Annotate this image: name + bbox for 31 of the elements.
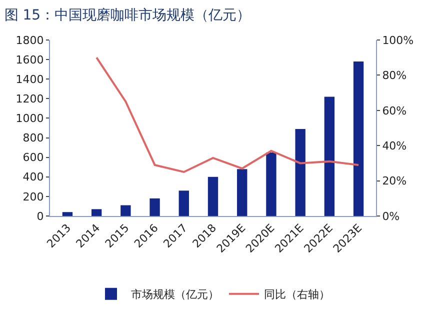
bar: [295, 128, 306, 216]
y-tick-label: 1600: [16, 53, 44, 66]
line-series: [96, 56, 360, 173]
bar: [266, 152, 276, 216]
y-tick-label: 1200: [16, 92, 44, 106]
y-tick-label: 1000: [16, 112, 44, 126]
bar: [324, 96, 335, 216]
y2-tick-label: 80%: [382, 69, 407, 82]
y2-tick-label: 60%: [382, 104, 407, 118]
y2-tick-label: 0%: [382, 210, 400, 223]
bar: [62, 212, 73, 216]
y-tick-label: 400: [22, 170, 44, 184]
y-tick-label: 800: [22, 132, 44, 145]
y-tick-label: 1800: [16, 34, 44, 47]
bar: [237, 169, 248, 216]
y2-tick-label: 20%: [382, 174, 407, 188]
bar: [120, 205, 131, 216]
bar: [150, 198, 160, 216]
y-tick-label: 200: [22, 190, 44, 204]
bar: [208, 176, 218, 216]
y2-tick-label: 100%: [382, 34, 414, 47]
legend-label: 同比（右轴）: [264, 288, 330, 302]
bar: [178, 190, 189, 216]
y-tick-label: 1400: [16, 72, 44, 86]
y2-tick-label: 40%: [382, 139, 407, 152]
legend-label: 市场规模（亿元）: [131, 288, 219, 302]
y-tick-label: 600: [22, 151, 44, 164]
chart-title: 图 15：中国现磨咖啡市场规模（亿元）: [4, 7, 251, 24]
bar: [353, 62, 364, 216]
bar: [91, 209, 102, 216]
y-tick-label: 0: [36, 210, 44, 223]
